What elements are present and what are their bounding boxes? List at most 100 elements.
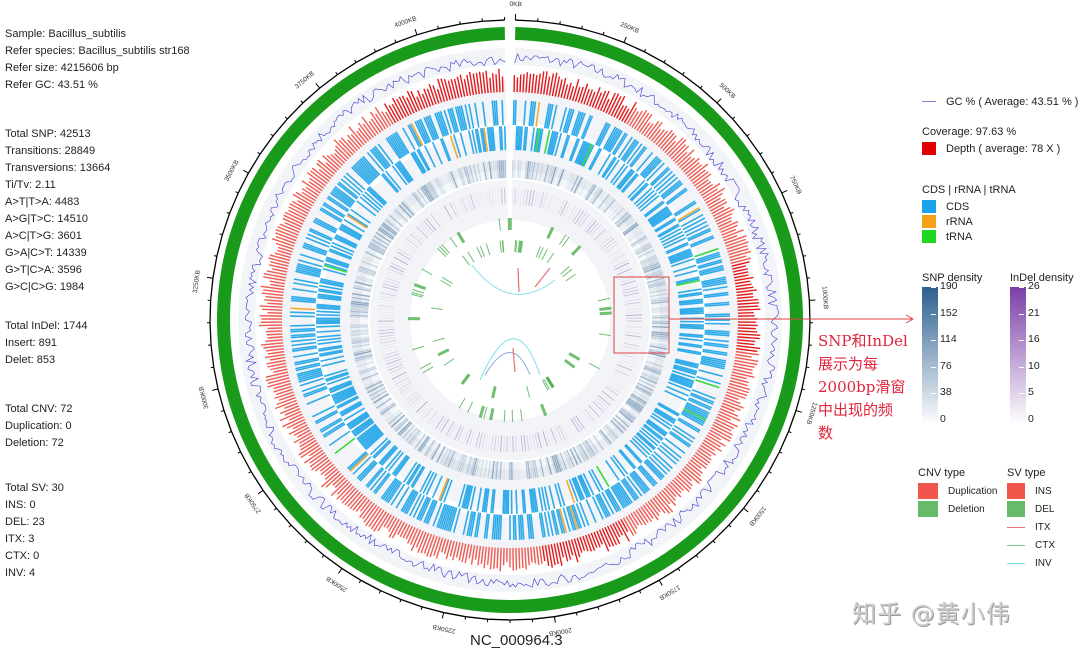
svg-text:3000KB: 3000KB: [198, 386, 210, 410]
annotation-line: SNP和InDel: [818, 332, 908, 350]
inv-label: INV: [1035, 557, 1052, 569]
annotation-note: SNP和InDel 展示为每 2000bp滑窗 中出现的频 数: [818, 330, 910, 445]
trna-label: tRNA: [946, 230, 973, 243]
svg-text:4000KB: 4000KB: [393, 15, 417, 29]
cnv-stat: Duplication: 0: [5, 420, 72, 432]
refer-size: Refer size: 4215606 bp: [5, 62, 119, 74]
indel-stat: Insert: 891: [5, 337, 57, 349]
indel-density-colorbar: [1010, 287, 1026, 425]
sv-stat: ITX: 3: [5, 533, 35, 545]
colorbar-tick: 0: [940, 412, 946, 425]
colorbar-tick: 76: [940, 359, 952, 372]
snp-stat: G>T|C>A: 3596: [5, 264, 82, 276]
svg-text:1500KB: 1500KB: [747, 505, 767, 527]
cnv-stat: Deletion: 72: [5, 437, 64, 449]
snp-stat: Ti/Tv: 2.11: [5, 179, 56, 191]
depth-label: Depth ( average: 78 X ): [946, 142, 1061, 155]
depth-swatch: [922, 142, 936, 155]
snp-stat: G>C|C>G: 1984: [5, 281, 85, 293]
sv-legend-title: SV type: [1007, 467, 1046, 479]
coverage-label: Coverage: 97.63 %: [922, 126, 1017, 138]
snp-stats: Total SNP: 42513 Transitions: 28849 Tran…: [5, 126, 110, 296]
gc-line-icon: [922, 101, 936, 102]
ins-swatch: [1007, 483, 1025, 499]
svg-text:3500KB: 3500KB: [223, 159, 240, 183]
svg-text:1000KB: 1000KB: [820, 286, 829, 310]
cds-label: CDS: [946, 200, 970, 213]
coverage-legend: Coverage: 97.63 % Depth ( average: 78 X …: [922, 126, 1060, 156]
annotation-line: 中出现的频: [818, 401, 894, 419]
svg-text:500KB: 500KB: [718, 82, 737, 101]
deletion-swatch: [918, 501, 938, 517]
sample-info: Sample: Bacillus_subtilis Refer species:…: [5, 26, 190, 94]
deletion-label: Deletion: [948, 503, 985, 515]
snp-stat: A>G|T>C: 14510: [5, 213, 88, 225]
svg-text:2750KB: 2750KB: [243, 492, 262, 515]
sample-name: Sample: Bacillus_subtilis: [5, 28, 127, 40]
gc-legend: GC % ( Average: 43.51 % ): [922, 94, 1078, 109]
trna-swatch: [922, 230, 936, 243]
snp-stat: Transversions: 13664: [5, 162, 111, 174]
itx-label: ITX: [1035, 521, 1051, 533]
duplication-swatch: [918, 483, 938, 499]
cnv-stat: Total CNV: 72: [5, 403, 73, 415]
svg-text:750KB: 750KB: [788, 175, 803, 196]
colorbar-tick: 190: [940, 280, 958, 292]
snp-stat: Total SNP: 42513: [5, 128, 91, 140]
feature-legend: CDS | rRNA | tRNA CDS rRNA tRNA: [922, 184, 1016, 244]
colorbar-tick: 10: [1028, 359, 1040, 372]
duplication-label: Duplication: [948, 485, 998, 497]
svg-text:2500KB: 2500KB: [325, 574, 348, 593]
snp-stat: A>T|T>A: 4483: [5, 196, 80, 208]
snp-stat: A>C|T>G: 3601: [5, 230, 82, 242]
itx-line-icon: [1007, 526, 1025, 528]
refer-species: Refer species: Bacillus_subtilis str168: [5, 45, 190, 57]
ctx-label: CTX: [1035, 539, 1055, 551]
snp-stat: G>A|C>T: 14339: [5, 247, 87, 259]
colorbar-tick: 16: [1028, 333, 1040, 345]
sv-stat: INS: 0: [5, 499, 36, 511]
sequence-name: NC_000964.3: [470, 632, 563, 649]
colorbar-tick: 5: [1028, 386, 1034, 398]
inv-line-icon: [1007, 562, 1025, 564]
svg-text:2000KB: 2000KB: [548, 626, 572, 637]
colorbar-tick: 26: [1028, 280, 1040, 292]
del-label: DEL: [1035, 503, 1055, 515]
sv-stat: INV: 4: [5, 567, 36, 579]
del-swatch: [1007, 501, 1025, 517]
indel-stat: Delet: 853: [5, 354, 56, 366]
svg-text:3250KB: 3250KB: [192, 270, 202, 294]
rrna-swatch: [922, 215, 936, 228]
cnv-legend: CNV type Duplication Deletion: [918, 467, 997, 518]
svg-text:0KB: 0KB: [509, 1, 521, 8]
indel-stat: Total InDel: 1744: [5, 320, 88, 332]
cds-swatch: [922, 200, 936, 213]
snp-stat: Transitions: 28849: [5, 145, 96, 157]
colorbar-tick: 114: [940, 333, 957, 345]
watermark: 知乎 @黄小伟: [852, 600, 1011, 628]
annotation-line: 展示为每: [818, 355, 879, 373]
svg-text:250KB: 250KB: [619, 21, 640, 35]
svg-text:2250KB: 2250KB: [432, 623, 456, 635]
colorbar-tick: 152: [940, 306, 958, 319]
ctx-line-icon: [1007, 544, 1025, 546]
snp-density-title: SNP density: [922, 272, 983, 284]
ins-label: INS: [1035, 485, 1052, 497]
snp-density-colorbar: [922, 287, 938, 425]
indel-stats: Total InDel: 1744 Insert: 891 Delet: 853: [5, 318, 88, 369]
svg-text:3750KB: 3750KB: [294, 70, 316, 90]
sv-stat: Total SV: 30: [5, 482, 64, 494]
svg-text:1250KB: 1250KB: [805, 401, 819, 425]
indel-density-title: InDel density: [1010, 272, 1074, 284]
sv-stat: DEL: 23: [5, 516, 45, 528]
colorbar-tick: 21: [1028, 306, 1040, 319]
annotation-line: 数: [818, 424, 834, 442]
annotation-line: 2000bp滑窗: [818, 378, 906, 396]
gc-legend-label: GC % ( Average: 43.51 % ): [946, 95, 1079, 108]
sv-stats: Total SV: 30 INS: 0 DEL: 23 ITX: 3 CTX: …: [5, 480, 64, 582]
rrna-label: rRNA: [946, 215, 973, 228]
colorbar-tick: 38: [940, 386, 952, 398]
sv-legend: SV type INS DEL ITX CTX INV: [1007, 467, 1055, 572]
svg-text:1750KB: 1750KB: [658, 583, 682, 601]
